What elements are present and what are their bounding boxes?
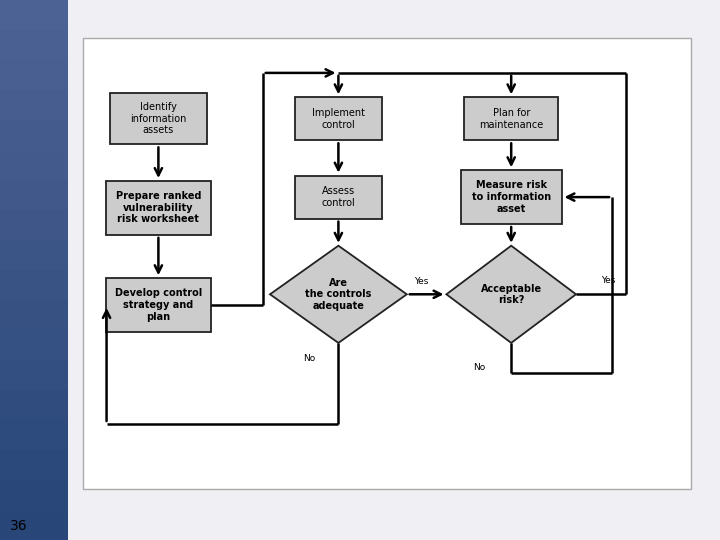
FancyBboxPatch shape: [109, 93, 207, 144]
Polygon shape: [0, 510, 68, 540]
Polygon shape: [0, 330, 68, 360]
FancyBboxPatch shape: [83, 38, 691, 489]
Polygon shape: [0, 360, 68, 390]
Text: Assess
control: Assess control: [322, 186, 355, 208]
Polygon shape: [0, 480, 68, 510]
Text: No: No: [303, 354, 316, 363]
Polygon shape: [0, 300, 68, 330]
Text: No: No: [472, 363, 485, 373]
Polygon shape: [0, 150, 68, 180]
Polygon shape: [0, 120, 68, 150]
Polygon shape: [0, 390, 68, 420]
FancyBboxPatch shape: [107, 278, 210, 332]
Text: Prepare ranked
vulnerability
risk worksheet: Prepare ranked vulnerability risk worksh…: [116, 191, 201, 225]
Text: Implement
control: Implement control: [312, 108, 365, 130]
Polygon shape: [0, 450, 68, 480]
Text: Measure risk
to information
asset: Measure risk to information asset: [472, 180, 551, 214]
FancyBboxPatch shape: [464, 97, 558, 140]
Polygon shape: [446, 246, 576, 343]
Text: Plan for
maintenance: Plan for maintenance: [479, 108, 544, 130]
Polygon shape: [0, 180, 68, 210]
Polygon shape: [0, 240, 68, 270]
FancyBboxPatch shape: [295, 176, 382, 219]
Polygon shape: [0, 270, 68, 300]
Text: Yes: Yes: [414, 277, 428, 286]
Polygon shape: [0, 420, 68, 450]
Text: Develop control
strategy and
plan: Develop control strategy and plan: [114, 288, 202, 322]
Polygon shape: [0, 90, 68, 120]
Polygon shape: [0, 210, 68, 240]
Polygon shape: [0, 60, 68, 90]
Polygon shape: [270, 246, 407, 343]
FancyBboxPatch shape: [295, 97, 382, 140]
FancyBboxPatch shape: [107, 181, 210, 235]
Polygon shape: [0, 0, 68, 30]
Text: Acceptable
risk?: Acceptable risk?: [481, 284, 541, 305]
Text: 36: 36: [10, 519, 27, 534]
Text: Yes: Yes: [601, 276, 616, 285]
Text: Are
the controls
adequate: Are the controls adequate: [305, 278, 372, 311]
Text: Identify
information
assets: Identify information assets: [130, 102, 186, 136]
FancyBboxPatch shape: [461, 170, 562, 224]
Polygon shape: [0, 30, 68, 60]
